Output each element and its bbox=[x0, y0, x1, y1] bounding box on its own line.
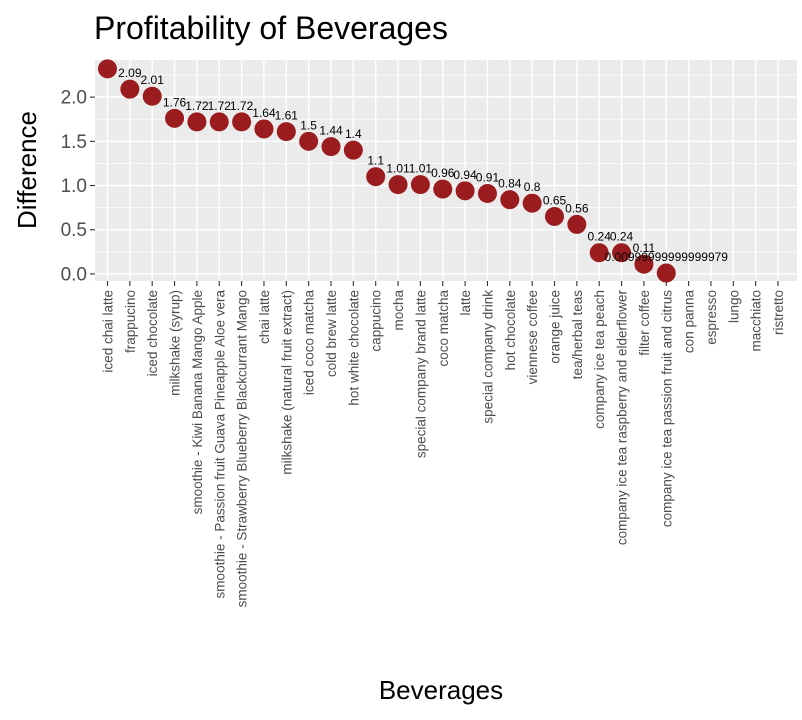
data-point bbox=[343, 140, 363, 160]
y-tick-label: 0.5 bbox=[61, 220, 87, 241]
data-point bbox=[232, 112, 252, 132]
x-tick-label: lungo bbox=[726, 290, 741, 323]
x-tick-label: con panna bbox=[682, 290, 697, 354]
data-point bbox=[254, 119, 274, 139]
y-axis: 0.0 0.5 1.0 1.5 2.0 bbox=[61, 88, 95, 285]
data-point bbox=[522, 193, 542, 213]
data-point bbox=[98, 59, 117, 79]
data-point bbox=[366, 167, 386, 187]
x-tick-label: hot chocolate bbox=[503, 290, 518, 370]
data-point bbox=[209, 112, 229, 132]
data-label: 1.72 bbox=[208, 99, 232, 113]
data-label: 0.65 bbox=[543, 193, 567, 207]
x-tick-label: milkshake (natural fruit extract) bbox=[279, 290, 294, 475]
x-tick-label: company ice tea raspberry and elderflowe… bbox=[615, 290, 630, 546]
data-point bbox=[187, 112, 207, 132]
data-label: 1.01 bbox=[409, 162, 433, 176]
data-label: 1.4 bbox=[345, 127, 362, 141]
data-label: 0.96 bbox=[431, 166, 455, 180]
data-point bbox=[545, 206, 564, 226]
data-point bbox=[388, 175, 408, 195]
x-tick-label: milkshake (syrup) bbox=[168, 290, 183, 396]
x-tick-label: macchiato bbox=[749, 290, 764, 352]
data-label: 0.24 bbox=[588, 230, 612, 244]
data-point bbox=[142, 86, 162, 106]
data-label: 1.61 bbox=[275, 109, 299, 123]
data-label: 1.76 bbox=[163, 95, 187, 109]
data-point bbox=[634, 254, 654, 274]
data-point bbox=[321, 137, 341, 157]
y-tick-label: 2.0 bbox=[61, 88, 87, 109]
data-point bbox=[500, 190, 520, 210]
data-label: 0.11 bbox=[633, 241, 656, 255]
data-label: 1.64 bbox=[252, 106, 276, 120]
data-point bbox=[477, 183, 497, 203]
x-tick-label: chai latte bbox=[257, 290, 272, 344]
y-tick-label: 0.0 bbox=[61, 264, 87, 285]
data-label: 0.8 bbox=[524, 180, 541, 194]
data-point bbox=[165, 108, 185, 128]
x-tick-label: espresso bbox=[704, 290, 719, 345]
x-tick-label: iced coco matcha bbox=[302, 290, 317, 396]
x-tick-label: company ice tea peach bbox=[592, 290, 607, 429]
x-tick-label: hot white chocolate bbox=[346, 290, 361, 406]
data-label: 1.5 bbox=[300, 118, 317, 132]
x-tick-label: mocha bbox=[391, 290, 406, 331]
data-point bbox=[410, 175, 430, 195]
data-label: 0.94 bbox=[453, 168, 477, 182]
data-label: 0.00999999999999979 bbox=[605, 250, 729, 264]
x-tick-label: ristretto bbox=[771, 290, 786, 335]
data-point bbox=[433, 179, 453, 199]
y-axis-title: Difference bbox=[12, 111, 42, 229]
x-tick-label: iced chai latte bbox=[101, 290, 116, 373]
x-tick-label: tea/herbal teas bbox=[570, 290, 585, 380]
data-point bbox=[656, 263, 676, 283]
x-tick-label: orange juice bbox=[548, 290, 563, 364]
data-label: 0.24 bbox=[610, 230, 634, 244]
x-axis: iced chai latte frappucino iced chocolate m… bbox=[101, 281, 786, 607]
x-tick-label: filter coffee bbox=[637, 290, 652, 356]
data-label: 1.72 bbox=[230, 99, 254, 113]
chart-title: Profitability of Beverages bbox=[94, 10, 448, 46]
x-tick-label: frappucino bbox=[123, 290, 138, 353]
data-point bbox=[276, 122, 296, 142]
x-tick-label: cappucino bbox=[369, 290, 384, 352]
data-label: 2.09 bbox=[118, 66, 142, 80]
grid-lines bbox=[95, 60, 797, 281]
data-labels: 2.092.011.761.721.721.721.641.611.5 1.44 1… bbox=[118, 66, 728, 264]
x-tick-label: company ice tea passion fruit and citrus bbox=[659, 290, 674, 527]
data-label: 0.56 bbox=[565, 201, 589, 215]
data-point bbox=[455, 181, 475, 201]
x-tick-label: smoothie - Kiwi Banana Mango Apple bbox=[190, 290, 205, 514]
data-points bbox=[98, 59, 676, 283]
data-point bbox=[567, 214, 587, 234]
data-label: 0.84 bbox=[498, 177, 522, 191]
data-point bbox=[612, 243, 632, 263]
data-label: 2.01 bbox=[141, 73, 165, 87]
x-tick-label: special company drink bbox=[480, 290, 495, 424]
x-tick-label: iced chocolate bbox=[145, 290, 160, 376]
x-tick-label: latte bbox=[458, 290, 473, 316]
x-tick-label: viennese coffee bbox=[525, 290, 540, 384]
x-tick-label: coco matcha bbox=[436, 290, 451, 367]
data-point bbox=[589, 243, 609, 263]
x-tick-label: smoothie - Strawberry Blueberry Blackcur… bbox=[235, 290, 250, 607]
data-label: 1.01 bbox=[386, 162, 410, 176]
x-tick-label: smoothie - Passion fruit Guava Pineapple… bbox=[212, 290, 227, 599]
y-tick-label: 1.0 bbox=[61, 176, 87, 197]
data-point bbox=[120, 79, 140, 99]
data-label: 0.91 bbox=[476, 170, 500, 184]
y-tick-label: 1.5 bbox=[61, 132, 87, 153]
data-point bbox=[299, 131, 319, 151]
x-tick-label: cold brew latte bbox=[324, 290, 339, 377]
data-label: 1.72 bbox=[185, 99, 209, 113]
x-tick-label: special company brand latte bbox=[413, 290, 428, 458]
x-axis-title: Beverages bbox=[379, 675, 503, 705]
data-label: 1.44 bbox=[319, 124, 343, 138]
data-label: 1.1 bbox=[367, 154, 384, 168]
